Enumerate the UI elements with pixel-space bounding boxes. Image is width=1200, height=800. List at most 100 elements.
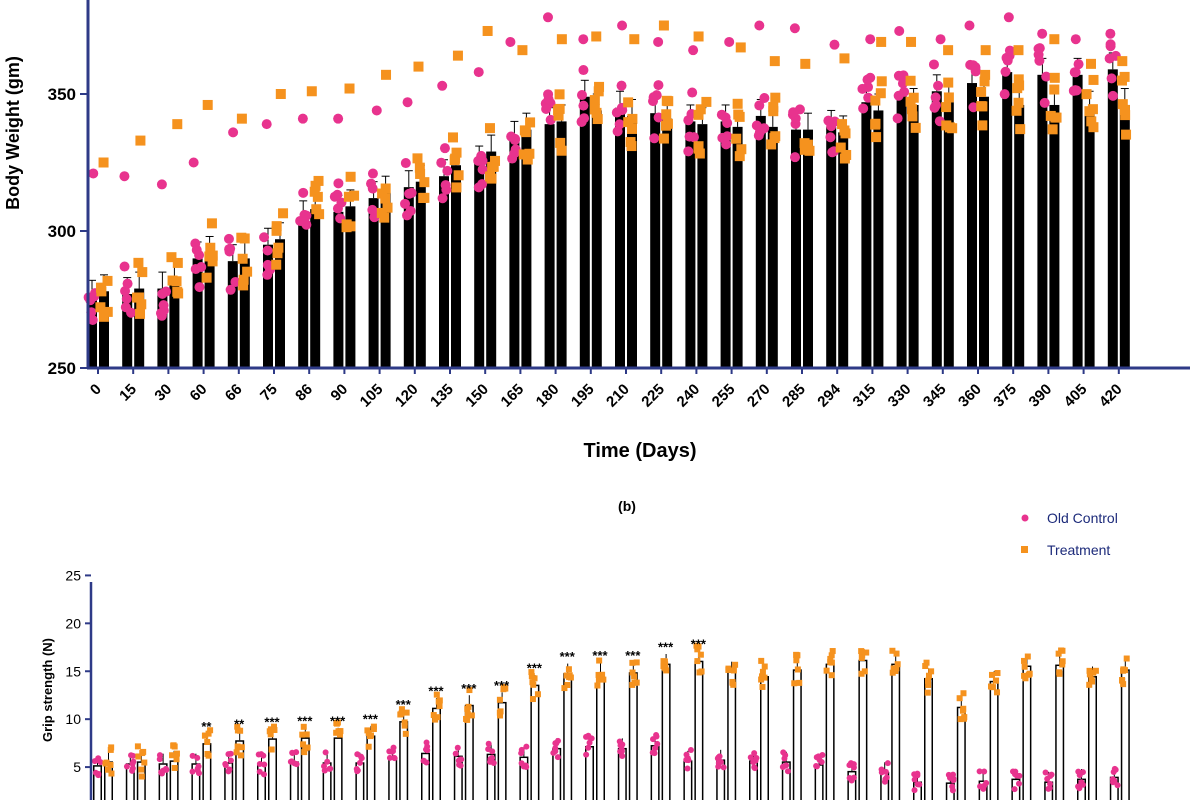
treatment-point <box>464 705 471 712</box>
treatment-point <box>267 726 274 733</box>
old-control-point <box>227 757 234 764</box>
significance-marker: *** <box>330 713 346 728</box>
old-control-point <box>884 760 891 767</box>
treatment-point <box>1117 99 1128 110</box>
old-control-point <box>687 747 694 754</box>
treatment-point <box>451 182 462 193</box>
treatment-point <box>1123 655 1130 662</box>
old-control-point <box>195 763 202 770</box>
significance-marker: *** <box>396 697 412 712</box>
treatment-point <box>589 104 600 115</box>
treatment-point <box>941 102 952 113</box>
body-weight-bar <box>368 198 379 368</box>
treatment-point <box>447 132 458 143</box>
body-weight-x-tick-label: 0 <box>87 381 105 399</box>
treatment-point <box>766 139 777 150</box>
old-control-point <box>1070 85 1081 96</box>
treatment-point <box>237 727 244 734</box>
grip-strength-bar-inner <box>914 782 921 800</box>
treatment-point <box>380 183 391 194</box>
treatment-point <box>661 95 672 106</box>
body-weight-bar <box>697 124 708 368</box>
old-control-point <box>747 754 754 761</box>
treatment-point <box>840 128 851 139</box>
treatment-point <box>1015 124 1026 135</box>
treatment-point <box>910 122 921 133</box>
treatment-point <box>875 88 886 99</box>
old-control-point <box>420 757 427 764</box>
treatment-point <box>629 669 636 676</box>
treatment-point <box>104 766 111 773</box>
treatment-point <box>365 730 372 737</box>
grip-strength-axes: 5 10 15 20 25 <box>65 567 93 800</box>
old-control-point <box>189 752 196 759</box>
treatment-point <box>1120 681 1127 688</box>
body-weight-x-tick-label: 345 <box>920 381 950 411</box>
old-control-point <box>261 761 268 768</box>
grip-strength-bar-inner <box>925 679 932 800</box>
body-weight-x-tick-label: 330 <box>885 381 915 411</box>
body-weight-x-tick-label: 90 <box>327 381 351 405</box>
treatment-point <box>238 274 249 285</box>
treatment-point <box>988 683 995 690</box>
grip-strength-bar-inner <box>991 682 998 800</box>
body-weight-x-tick-label: 150 <box>462 381 492 411</box>
grip-strength-bar-inner <box>619 749 626 800</box>
old-control-point <box>120 302 131 313</box>
old-control-point <box>256 760 263 767</box>
grip-strength-bar-inner <box>816 765 823 800</box>
legend-item-treatment: Treatment <box>1021 542 1110 558</box>
old-control-point <box>815 753 822 760</box>
old-control-point <box>753 130 764 141</box>
treatment-point <box>306 86 317 97</box>
body-weight-bar <box>87 296 97 368</box>
treatment-point <box>1047 124 1058 135</box>
treatment-point <box>271 225 282 236</box>
treatment-point <box>592 114 603 125</box>
old-control-point <box>367 168 378 179</box>
old-control-point <box>751 765 758 772</box>
grip-strength-bar-inner <box>171 761 178 800</box>
old-control-point <box>878 766 885 773</box>
old-control-point <box>1110 779 1117 786</box>
grip-strength-y-tick-label: 5 <box>73 759 81 775</box>
old-control-point <box>402 97 413 108</box>
grip-strength-bar-inner <box>717 760 724 800</box>
body-weight-x-tick-label: 165 <box>498 381 528 411</box>
treatment-point <box>768 106 779 117</box>
grip-strength-bar-inner <box>94 766 101 800</box>
old-control-point <box>981 768 988 775</box>
body-weight-bar <box>333 211 344 368</box>
grip-strength-y-tick-label: 10 <box>65 711 81 727</box>
body-weight-bar <box>556 121 567 369</box>
grip-strength-bar-inner <box>750 761 757 800</box>
treatment-point <box>565 666 572 673</box>
treatment-point <box>273 242 284 253</box>
old-control-point <box>324 758 331 765</box>
old-control-point <box>1105 28 1116 39</box>
grip-strength-bar-inner <box>761 677 768 800</box>
grip-strength-bar-inner <box>553 749 560 800</box>
treatment-point <box>419 177 430 188</box>
old-control-point <box>1033 49 1044 60</box>
old-control-point <box>618 745 625 752</box>
old-control-point <box>616 80 627 91</box>
treatment-point <box>376 207 387 218</box>
old-control-point <box>542 12 553 23</box>
treatment-point <box>370 726 377 733</box>
treatment-point <box>961 714 968 721</box>
treatment-point <box>943 92 954 103</box>
treatment-point <box>600 676 607 683</box>
treatment-point <box>1022 675 1029 682</box>
treatment-point <box>1119 104 1130 115</box>
body-weight-x-tick-label: 255 <box>709 381 739 411</box>
old-control-point <box>119 171 130 182</box>
treatment-point <box>554 89 565 100</box>
treatment-point <box>694 646 701 653</box>
old-control-point <box>259 232 270 243</box>
treatment-point <box>234 723 241 730</box>
treatment-point <box>633 659 640 666</box>
old-control-point <box>616 738 623 745</box>
treatment-point <box>595 676 602 683</box>
treatment-point <box>171 764 178 771</box>
